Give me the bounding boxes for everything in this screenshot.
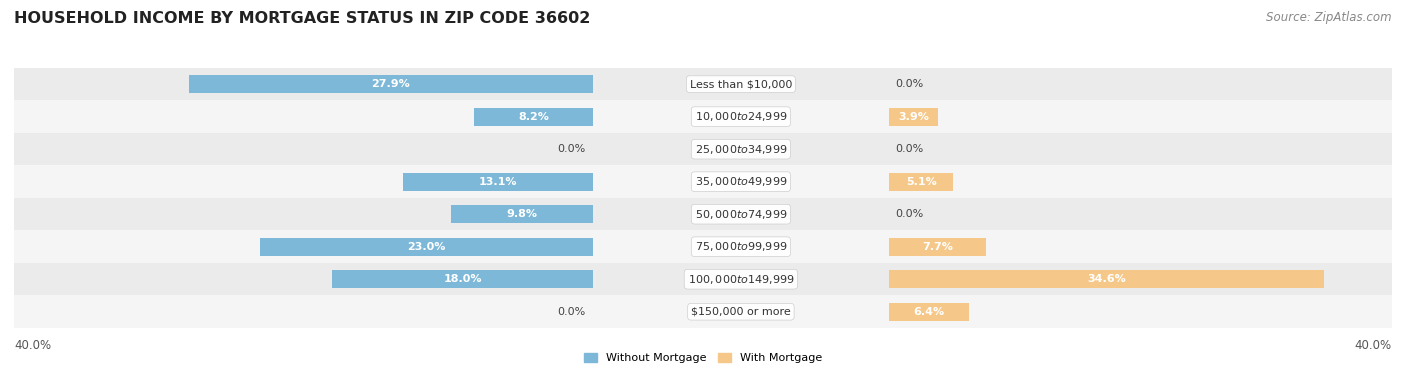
Bar: [593, 133, 889, 166]
Bar: [14, 133, 593, 166]
Bar: [593, 198, 889, 230]
Bar: [593, 166, 889, 198]
Bar: [889, 133, 1392, 166]
Text: 40.0%: 40.0%: [14, 339, 51, 352]
Text: Less than $10,000: Less than $10,000: [690, 79, 792, 89]
Bar: [889, 230, 1392, 263]
Text: Source: ZipAtlas.com: Source: ZipAtlas.com: [1267, 11, 1392, 24]
Text: HOUSEHOLD INCOME BY MORTGAGE STATUS IN ZIP CODE 36602: HOUSEHOLD INCOME BY MORTGAGE STATUS IN Z…: [14, 11, 591, 26]
Bar: [889, 238, 986, 256]
Text: 23.0%: 23.0%: [408, 242, 446, 252]
Text: 8.2%: 8.2%: [517, 112, 548, 122]
Bar: [190, 75, 593, 93]
Bar: [474, 108, 593, 126]
Text: 9.8%: 9.8%: [506, 209, 537, 219]
Bar: [14, 198, 593, 230]
Text: 3.9%: 3.9%: [898, 112, 929, 122]
Bar: [889, 263, 1392, 296]
Text: $50,000 to $74,999: $50,000 to $74,999: [695, 208, 787, 221]
Bar: [14, 230, 593, 263]
Bar: [889, 166, 1392, 198]
Legend: Without Mortgage, With Mortgage: Without Mortgage, With Mortgage: [579, 348, 827, 368]
Bar: [14, 68, 593, 100]
Bar: [14, 263, 593, 296]
Text: 0.0%: 0.0%: [557, 307, 585, 317]
Text: 13.1%: 13.1%: [479, 177, 517, 187]
Bar: [889, 173, 953, 191]
Bar: [404, 173, 593, 191]
Bar: [889, 303, 970, 321]
Text: $35,000 to $49,999: $35,000 to $49,999: [695, 175, 787, 188]
Text: $10,000 to $24,999: $10,000 to $24,999: [695, 110, 787, 123]
Bar: [593, 263, 889, 296]
Text: 0.0%: 0.0%: [896, 144, 924, 154]
Bar: [593, 68, 889, 100]
Bar: [332, 270, 593, 288]
Text: 18.0%: 18.0%: [443, 274, 482, 284]
Text: 0.0%: 0.0%: [896, 209, 924, 219]
Bar: [260, 238, 593, 256]
Bar: [593, 296, 889, 328]
Bar: [14, 166, 593, 198]
Bar: [889, 68, 1392, 100]
Bar: [889, 198, 1392, 230]
Text: $100,000 to $149,999: $100,000 to $149,999: [688, 273, 794, 286]
Text: $150,000 or more: $150,000 or more: [690, 307, 790, 317]
Bar: [593, 230, 889, 263]
Text: 5.1%: 5.1%: [905, 177, 936, 187]
Bar: [451, 205, 593, 223]
Text: 7.7%: 7.7%: [922, 242, 953, 252]
Text: $75,000 to $99,999: $75,000 to $99,999: [695, 240, 787, 253]
Text: 40.0%: 40.0%: [1355, 339, 1392, 352]
Text: 27.9%: 27.9%: [371, 79, 411, 89]
Text: 6.4%: 6.4%: [914, 307, 945, 317]
Text: 34.6%: 34.6%: [1087, 274, 1126, 284]
Bar: [14, 296, 593, 328]
Text: 0.0%: 0.0%: [896, 79, 924, 89]
Bar: [14, 100, 593, 133]
Text: 0.0%: 0.0%: [557, 144, 585, 154]
Bar: [889, 108, 938, 126]
Bar: [889, 296, 1392, 328]
Bar: [889, 270, 1324, 288]
Text: $25,000 to $34,999: $25,000 to $34,999: [695, 143, 787, 156]
Bar: [889, 100, 1392, 133]
Bar: [593, 100, 889, 133]
